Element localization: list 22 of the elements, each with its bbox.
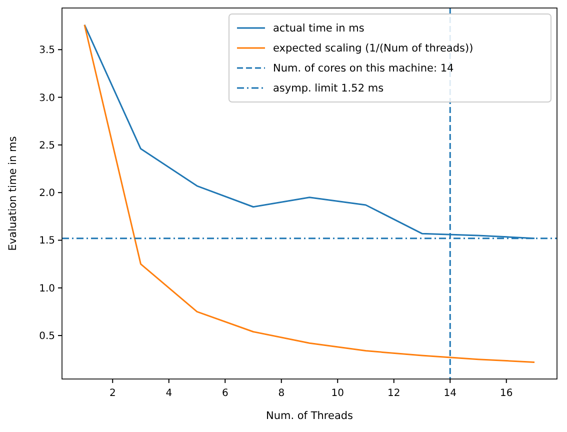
y-tick-label: 2.0 (39, 188, 55, 200)
y-tick-label: 3.0 (39, 92, 55, 104)
x-tick-label: 8 (278, 388, 285, 399)
y-tick-label: 0.5 (39, 331, 55, 342)
line-series (84, 24, 536, 363)
y-tick-label: 1.5 (39, 236, 55, 247)
x-tick-label: 14 (444, 388, 456, 399)
x-tick-label: 2 (109, 388, 116, 399)
x-tick-label: 12 (388, 388, 400, 399)
x-tick-label: 4 (166, 388, 172, 399)
y-tick-label: 2.5 (39, 140, 55, 152)
legend-label: expected scaling (1/(Num of threads)) (273, 42, 474, 55)
y-axis-title: Evaluation time in ms (7, 136, 19, 251)
y-tick-label: 3.5 (39, 45, 55, 56)
x-tick-label: 16 (500, 388, 513, 399)
legend-label: asymp. limit 1.52 ms (273, 82, 384, 95)
x-axis-title: Num. of Threads (266, 410, 354, 422)
legend-label: actual time in ms (273, 22, 364, 35)
x-tick-label: 10 (331, 388, 344, 399)
ref-line-label: Num. of cores on this machine: 14 (273, 62, 454, 75)
x-tick-label: 6 (222, 388, 228, 399)
y-tick-label: 1.0 (39, 283, 55, 294)
